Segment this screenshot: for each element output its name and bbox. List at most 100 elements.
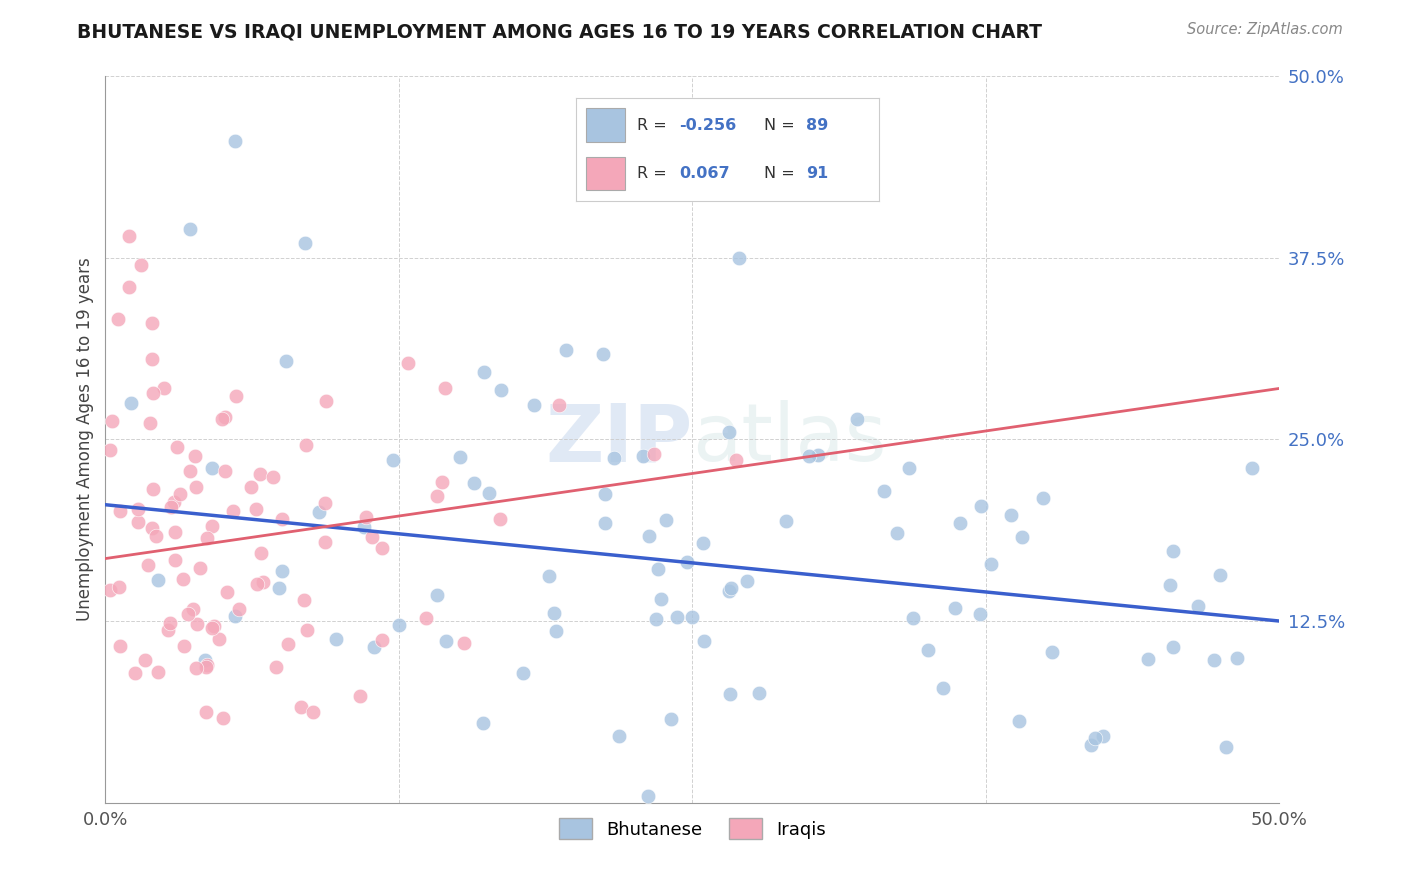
- Point: [607, 730, 630, 744]
- Point: [160, 500, 183, 514]
- Point: [224, 134, 246, 148]
- Point: [290, 700, 312, 714]
- Point: [249, 546, 271, 560]
- Point: [693, 634, 716, 648]
- Point: [463, 475, 485, 490]
- Point: [228, 601, 250, 615]
- FancyBboxPatch shape: [585, 109, 624, 142]
- Point: [142, 482, 165, 496]
- Point: [897, 460, 920, 475]
- Point: [194, 659, 217, 673]
- Point: [1159, 578, 1181, 592]
- Point: [512, 665, 534, 680]
- Point: [271, 512, 294, 526]
- Point: [949, 516, 972, 531]
- Point: [212, 711, 235, 725]
- Point: [547, 398, 569, 412]
- Point: [225, 388, 247, 402]
- Point: [201, 519, 224, 533]
- Point: [1040, 645, 1063, 659]
- Point: [165, 552, 187, 566]
- Point: [108, 504, 131, 518]
- Point: [659, 712, 682, 726]
- Point: [647, 562, 669, 576]
- Point: [886, 525, 908, 540]
- Point: [633, 449, 655, 463]
- Point: [270, 564, 292, 578]
- Point: [430, 475, 453, 489]
- Point: [1240, 461, 1263, 475]
- Text: 89: 89: [806, 119, 828, 133]
- FancyBboxPatch shape: [585, 157, 624, 190]
- Point: [645, 611, 668, 625]
- Point: [382, 453, 405, 467]
- Text: BHUTANESE VS IRAQI UNEMPLOYMENT AMONG AGES 16 TO 19 YEARS CORRELATION CHART: BHUTANESE VS IRAQI UNEMPLOYMENT AMONG AG…: [77, 22, 1042, 41]
- Point: [184, 449, 207, 463]
- Point: [120, 396, 142, 410]
- Point: [748, 686, 770, 700]
- Point: [491, 383, 513, 397]
- Point: [163, 524, 186, 539]
- Point: [546, 624, 568, 638]
- Point: [204, 618, 226, 632]
- Point: [775, 514, 797, 528]
- Point: [139, 416, 162, 430]
- Point: [1202, 653, 1225, 667]
- Point: [249, 467, 271, 481]
- Point: [245, 502, 267, 516]
- Point: [595, 487, 617, 501]
- Point: [302, 705, 325, 719]
- Point: [214, 410, 236, 425]
- Point: [543, 607, 565, 621]
- Text: N =: N =: [763, 166, 800, 180]
- Point: [349, 689, 371, 703]
- Point: [388, 618, 411, 632]
- Point: [246, 577, 269, 591]
- Point: [396, 356, 419, 370]
- Point: [214, 464, 236, 478]
- Point: [294, 235, 316, 250]
- Point: [118, 228, 141, 243]
- Point: [1084, 731, 1107, 746]
- Point: [692, 535, 714, 549]
- Point: [363, 640, 385, 655]
- Point: [181, 602, 204, 616]
- Point: [172, 572, 194, 586]
- Point: [472, 365, 495, 379]
- Point: [292, 593, 315, 607]
- Point: [917, 643, 939, 657]
- Point: [195, 658, 218, 673]
- Point: [141, 352, 163, 367]
- Point: [666, 610, 689, 624]
- Point: [146, 573, 169, 587]
- Point: [1209, 568, 1232, 582]
- Point: [157, 624, 180, 638]
- Point: [163, 494, 186, 508]
- Point: [201, 460, 224, 475]
- Point: [728, 251, 751, 265]
- Point: [173, 639, 195, 653]
- Point: [201, 620, 224, 634]
- Point: [370, 632, 392, 647]
- Point: [537, 569, 560, 583]
- Point: [980, 557, 1002, 571]
- Point: [179, 222, 201, 236]
- Point: [222, 504, 245, 518]
- Point: [717, 425, 740, 439]
- Point: [166, 440, 188, 454]
- Point: [807, 448, 830, 462]
- Point: [1008, 714, 1031, 729]
- Point: [314, 535, 336, 549]
- Point: [1163, 544, 1185, 558]
- Point: [361, 530, 384, 544]
- Text: atlas: atlas: [693, 401, 887, 478]
- Point: [184, 480, 207, 494]
- Point: [415, 611, 437, 625]
- Point: [159, 616, 181, 631]
- Point: [969, 607, 991, 621]
- Point: [1080, 739, 1102, 753]
- Point: [720, 581, 742, 595]
- Point: [735, 574, 758, 588]
- Point: [134, 652, 156, 666]
- Point: [595, 516, 617, 530]
